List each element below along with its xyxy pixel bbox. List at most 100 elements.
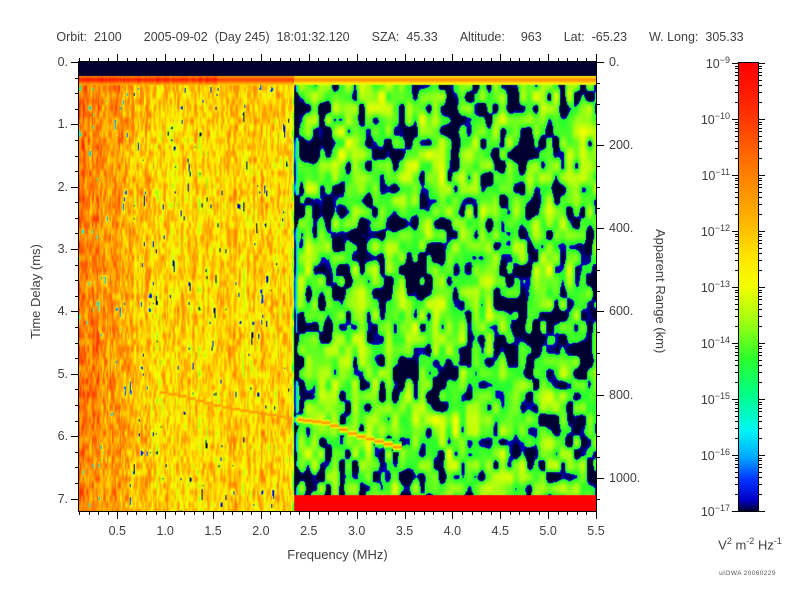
- y-axis-left-minor-tick: [75, 404, 79, 406]
- colorbar-minor-tick: [735, 345, 739, 347]
- colorbar-tick-label: 10−15: [700, 390, 730, 408]
- y-axis-right-minor-tick: [596, 290, 600, 292]
- colorbar-major-tick: [732, 231, 739, 232]
- y-axis-right-title: Apparent Range (km): [653, 228, 668, 353]
- x-axis-tick-label: 3.5: [395, 524, 414, 538]
- colorbar-minor-tick: [735, 177, 739, 179]
- x-axis-minor-tick: [280, 511, 282, 515]
- x-axis-top-tick: [452, 54, 454, 62]
- x-axis-major-tick: [500, 511, 502, 519]
- colorbar-minor-tick: [735, 131, 739, 133]
- colorbar-minor-tick: [735, 233, 739, 235]
- y-axis-left-tick-label: 4.: [57, 304, 68, 319]
- x-axis-minor-tick: [586, 511, 588, 515]
- x-axis-minor-tick: [146, 511, 148, 515]
- x-axis-minor-tick: [251, 511, 253, 515]
- colorbar-minor-tick: [735, 303, 739, 305]
- colorbar-minor-tick: [758, 359, 762, 361]
- x-axis-minor-tick: [203, 511, 205, 515]
- y-axis-right-tick-label: 400.: [609, 221, 634, 236]
- colorbar-minor-tick: [758, 372, 762, 374]
- colorbar-minor-tick: [758, 457, 762, 459]
- y-axis-left-minor-tick: [75, 467, 79, 469]
- colorbar-minor-tick: [735, 401, 739, 403]
- colorbar-tick-label: 10−14: [700, 334, 730, 352]
- colorbar-minor-tick: [735, 309, 739, 311]
- colorbar-minor-tick: [758, 348, 762, 350]
- colorbar-minor-tick: [758, 191, 762, 193]
- y-axis-left-minor-tick: [75, 264, 79, 266]
- colorbar-major-tick: [732, 175, 739, 176]
- colorbar-major-tick: [732, 119, 739, 120]
- x-axis-minor-tick: [98, 511, 100, 515]
- y-axis-right-minor-tick: [596, 207, 600, 209]
- y-axis-left-minor-tick: [75, 155, 79, 157]
- colorbar-tick-label: 10−17: [700, 502, 730, 520]
- colorbar-minor-tick: [758, 180, 762, 182]
- y-axis-left-tick-label: 2.: [57, 179, 68, 194]
- y-axis-right-major-tick: [596, 145, 604, 147]
- colorbar-minor-tick: [758, 270, 762, 272]
- unit-hertz-exponent: -1: [773, 536, 782, 546]
- y-axis-right-major-tick: [596, 62, 604, 63]
- colorbar-minor-tick: [758, 463, 762, 465]
- y-axis-left-minor-tick: [75, 482, 79, 484]
- unit-hertz: Hz: [757, 537, 774, 553]
- x-axis-minor-tick: [557, 511, 559, 515]
- x-axis-title: Frequency (MHz): [287, 547, 388, 562]
- colorbar-minor-tick: [758, 148, 762, 150]
- colorbar-minor-tick: [735, 191, 739, 193]
- colorbar-minor-tick: [735, 359, 739, 361]
- y-axis-left-title: Time Delay (ms): [28, 243, 43, 339]
- y-axis-left-minor-tick: [75, 295, 79, 297]
- x-axis-top-tick: [481, 58, 483, 62]
- ionogram-plot-area: [78, 61, 597, 512]
- x-axis-top-tick: [490, 58, 492, 62]
- colorbar-minor-tick: [758, 177, 762, 179]
- x-axis-top-tick: [136, 58, 138, 62]
- spectrogram-image: [79, 62, 596, 511]
- colorbar-minor-tick: [758, 309, 762, 311]
- colorbar-tick-label: 10−13: [700, 278, 730, 296]
- y-axis-right-minor-tick: [596, 373, 600, 375]
- y-axis-right-tick-label: 200.: [609, 138, 634, 153]
- y-axis-right-major-tick: [596, 394, 604, 396]
- colorbar-minor-tick: [735, 236, 739, 238]
- x-axis-top-tick: [557, 58, 559, 62]
- x-axis-minor-tick: [528, 511, 530, 515]
- x-axis-top-tick: [586, 58, 588, 62]
- colorbar-minor-tick: [758, 79, 762, 81]
- colorbar-minor-tick: [758, 316, 762, 318]
- colorbar-minor-tick: [735, 65, 739, 67]
- colorbar-minor-tick: [758, 401, 762, 403]
- y-axis-left-major-tick: [71, 186, 79, 188]
- x-axis-top-tick: [404, 54, 406, 62]
- colorbar-minor-tick: [735, 477, 739, 479]
- colorbar: [738, 62, 759, 512]
- colorbar-minor-tick: [758, 428, 762, 430]
- x-axis-top-tick: [184, 58, 186, 62]
- x-axis-top-tick: [509, 58, 511, 62]
- x-axis-top-tick: [174, 58, 176, 62]
- colorbar-tick-label: 10−16: [700, 446, 730, 464]
- colorbar-minor-tick: [758, 197, 762, 199]
- colorbar-minor-tick: [735, 351, 739, 353]
- x-axis-top-tick: [500, 54, 502, 62]
- colorbar-minor-tick: [735, 457, 739, 459]
- x-axis-top-tick: [88, 58, 90, 62]
- y-axis-left-tick-label: 0.: [57, 55, 68, 69]
- y-axis-left-tick-label: 5.: [57, 366, 68, 381]
- x-axis-minor-tick: [481, 511, 483, 515]
- x-axis-minor-tick: [423, 511, 425, 515]
- unit-metre: m: [735, 537, 747, 553]
- colorbar-major-tick: [758, 343, 765, 344]
- colorbar-minor-tick: [735, 124, 739, 126]
- colorbar-minor-tick: [735, 141, 739, 143]
- colorbar-minor-tick: [758, 236, 762, 238]
- y-axis-left-minor-tick: [75, 202, 79, 204]
- x-axis-minor-tick: [490, 511, 492, 515]
- colorbar-minor-tick: [758, 127, 762, 129]
- colorbar-minor-tick: [735, 484, 739, 486]
- x-axis-top-tick: [538, 58, 540, 62]
- colorbar-minor-tick: [735, 460, 739, 462]
